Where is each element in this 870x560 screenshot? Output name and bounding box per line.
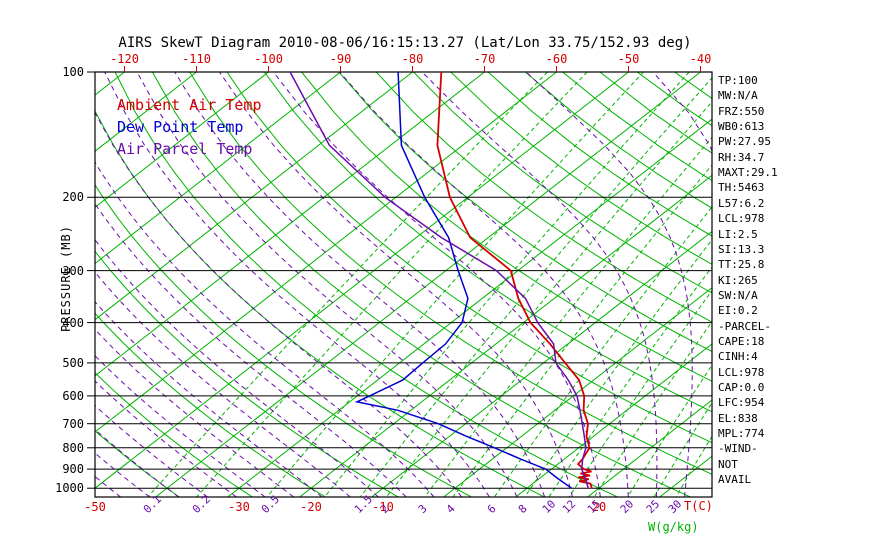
- stats-line: LI:2.5: [718, 227, 758, 241]
- stats-line: RH:34.7: [718, 150, 765, 164]
- stats-line: CAP:0.0: [718, 381, 765, 394]
- stats-line: MPL:774: [718, 427, 765, 441]
- bottom-temp-label: -10: [372, 500, 394, 514]
- legend-item-dew: Dew Point Temp: [117, 118, 244, 136]
- stats-line: CAPE:18: [718, 334, 765, 348]
- stats-line: PW:27.95: [718, 135, 771, 149]
- stats-line: WB0:613: [718, 120, 765, 134]
- stats-line: LFC:954: [718, 396, 765, 410]
- pressure-tick-label: 200: [62, 190, 84, 205]
- top-axis-label: -60: [545, 52, 568, 66]
- top-axis-label: -50: [617, 52, 640, 66]
- top-axis-label: -80: [401, 52, 424, 66]
- stats-line: L57:6.2: [718, 196, 765, 210]
- stats-line: KI:265: [718, 273, 758, 287]
- mixing-unit-label: W(g/kg): [648, 520, 699, 534]
- temp-unit-label: T(C): [684, 499, 713, 513]
- pressure-tick-label: 1000: [55, 481, 84, 496]
- bottom-temp-label: -30: [228, 500, 250, 514]
- series-temp: [436, 72, 593, 489]
- series-dew: [354, 72, 573, 489]
- top-axis-label: -120: [110, 52, 139, 66]
- top-axis-label: -110: [182, 52, 211, 66]
- pressure-tick-label: 600: [62, 388, 84, 403]
- legend-item-parcel: Air Parcel Temp: [117, 140, 253, 158]
- stats-line: -WIND-: [718, 442, 758, 456]
- pressure-tick-label: 800: [62, 440, 84, 455]
- top-axis-label: -70: [473, 52, 496, 66]
- stats-line: TP:100: [718, 74, 758, 87]
- pressure-tick-label: 900: [62, 462, 84, 477]
- pressure-tick-label: 400: [62, 315, 84, 330]
- plot-frame: [94, 71, 713, 498]
- isotherm-lines: [95, 72, 712, 497]
- pressure-tick-label: 700: [62, 416, 84, 431]
- top-axis-label: -40: [689, 52, 712, 66]
- stats-line: NOT: [718, 457, 738, 471]
- top-axis-label: -90: [329, 52, 352, 66]
- stats-line: MW:N/A: [718, 89, 758, 103]
- stats-line: SW:N/A: [718, 288, 758, 302]
- chart-title: AIRS SkewT Diagram 2010-08-06/16:15:13.2…: [118, 35, 692, 51]
- bottom-temp-label: -50: [84, 500, 106, 514]
- stats-line: AVAIL: [718, 473, 752, 487]
- pressure-tick-label: 500: [62, 355, 84, 370]
- bottom-temp-label: -20: [300, 500, 322, 514]
- stats-line: EI:0.2: [718, 304, 758, 318]
- stats-line: SI:13.3: [718, 242, 765, 256]
- bottom-temp-label: 20: [591, 500, 607, 514]
- legend-item-temp: Ambient Air Temp: [117, 96, 262, 114]
- stats-line: CINH:4: [718, 350, 758, 364]
- stats-line: MAXT:29.1: [718, 166, 778, 180]
- stats-line: LCL:978: [718, 365, 765, 379]
- stats-line: TH:5463: [718, 181, 765, 195]
- pressure-tick-label: 100: [62, 65, 84, 79]
- pressure-tick-label: 300: [62, 263, 84, 278]
- series-parcel: [289, 72, 589, 489]
- top-axis-label: -100: [254, 52, 283, 66]
- stats-line: TT:25.8: [718, 258, 765, 272]
- stats-line: -PARCEL-: [718, 319, 771, 333]
- pressure-grid-lines: [95, 71, 712, 489]
- stats-line: EL:838: [718, 411, 758, 425]
- stats-line: FRZ:550: [718, 104, 765, 118]
- stats-line: LCL:978: [718, 212, 765, 226]
